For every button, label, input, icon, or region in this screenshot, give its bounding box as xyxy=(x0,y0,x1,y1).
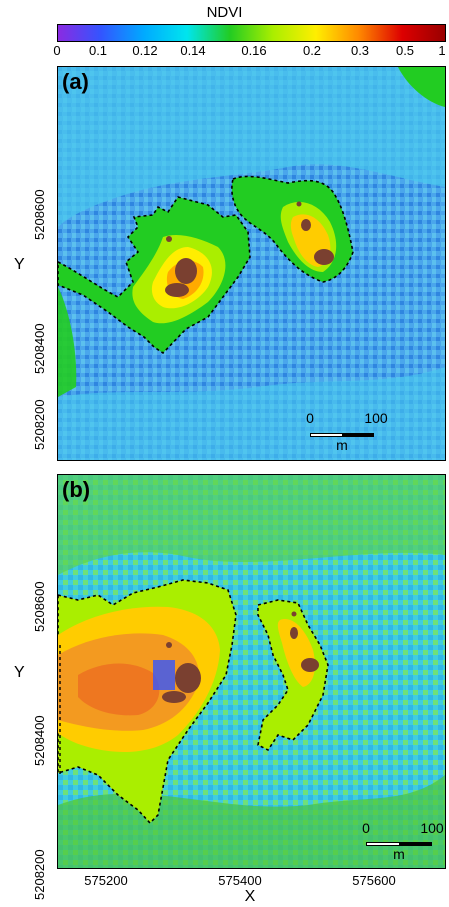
y-tick: 5208400 xyxy=(32,715,47,766)
ndvi-map-b xyxy=(58,475,445,868)
scalebar-black xyxy=(342,433,374,437)
feature-blob xyxy=(162,691,186,703)
x-tick: 575600 xyxy=(352,873,396,888)
scalebar-end: 100 xyxy=(364,410,388,426)
x-tick: 575200 xyxy=(84,873,128,888)
map-panel-a: (a) 0 100 m xyxy=(57,66,446,461)
colorbar-title: NDVI xyxy=(206,4,243,21)
feature-blob xyxy=(165,283,189,297)
feature-blob xyxy=(301,658,319,672)
scalebar-start: 0 xyxy=(306,410,314,426)
colorbar-tick: 0.1 xyxy=(88,43,108,58)
feature-blob xyxy=(290,627,298,639)
panel-label-b: (b) xyxy=(62,477,91,502)
feature-blob xyxy=(175,663,201,693)
colorbar xyxy=(57,24,446,42)
colorbar-tick: 0.16 xyxy=(241,43,267,58)
vegetation-patch xyxy=(398,67,445,107)
map-panel-b: (b) 0 100 m xyxy=(57,474,446,869)
scalebar-unit: m xyxy=(336,437,348,453)
colorbar-tick: 0.3 xyxy=(350,43,370,58)
vegetation-boundary xyxy=(257,599,329,752)
y-tick: 5208600 xyxy=(32,189,47,240)
feature-blob xyxy=(314,249,334,265)
feature-blob xyxy=(175,258,197,284)
colorbar-tick: 0 xyxy=(53,43,61,58)
ndvi-map-a xyxy=(58,67,445,460)
y-axis-label: Y xyxy=(14,256,25,273)
colorbar-tick: 0.14 xyxy=(180,43,206,58)
y-tick: 5208200 xyxy=(32,399,47,450)
y-tick: 5208400 xyxy=(32,323,47,374)
scalebar-end: 100 xyxy=(420,820,444,836)
panel-label-a: (a) xyxy=(62,69,89,94)
colorbar-tick: 0.5 xyxy=(395,43,415,58)
colorbar-tick: 0.2 xyxy=(302,43,322,58)
x-tick: 575400 xyxy=(218,873,262,888)
scalebar-black xyxy=(399,842,432,846)
feature-blob xyxy=(301,219,311,231)
scalebar-unit: m xyxy=(393,846,405,862)
colorbar-tick: 1 xyxy=(438,43,446,58)
colorbar-tick: 0.12 xyxy=(132,43,158,58)
x-axis-label: X xyxy=(244,888,256,905)
y-tick: 5208200 xyxy=(32,849,47,900)
y-axis-label: Y xyxy=(14,664,25,681)
y-tick: 5208600 xyxy=(32,581,47,632)
scalebar-start: 0 xyxy=(362,820,370,836)
